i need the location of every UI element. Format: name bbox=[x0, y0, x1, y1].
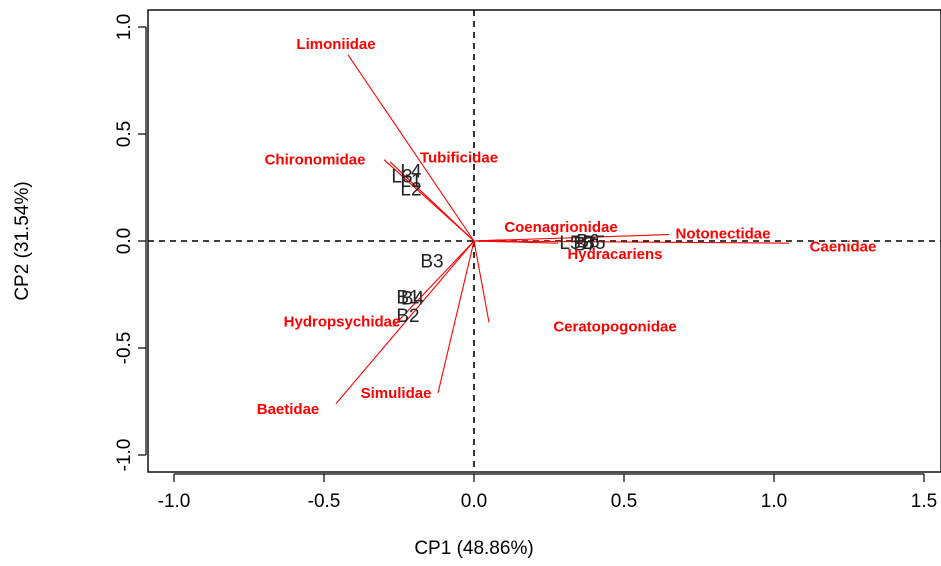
var-label-simulidae: Simulidae bbox=[361, 385, 432, 402]
y-tick-label: -1.0 bbox=[114, 439, 135, 472]
site-label-b3: B3 bbox=[420, 251, 443, 272]
site-label-b2: B2 bbox=[396, 306, 419, 327]
y-tick-label: 1.0 bbox=[114, 14, 135, 40]
y-tick-label: -0.5 bbox=[114, 332, 135, 365]
arrow-limoniidae bbox=[347, 54, 475, 242]
site-label-l1: L1 bbox=[400, 171, 421, 192]
site-label-l5: L5 bbox=[559, 233, 580, 254]
arrow-simulidae bbox=[437, 240, 475, 394]
site-label-l4: L4 bbox=[400, 161, 422, 182]
arrow-caenidae bbox=[473, 240, 790, 244]
var-label-baetidae: Baetidae bbox=[257, 401, 320, 418]
y-tick-label: 0.0 bbox=[114, 228, 135, 254]
x-tick-label: 0.0 bbox=[461, 491, 487, 512]
y-tick-label: 0.5 bbox=[114, 121, 135, 147]
var-label-hydropsychidae: Hydropsychidae bbox=[284, 313, 401, 330]
x-axis-title: CP1 (48.86%) bbox=[414, 538, 533, 559]
x-tick-label: -1.0 bbox=[158, 491, 191, 512]
variable-labels: Limoniidae Tubificidae Chironomidae Coenagr… bbox=[257, 36, 877, 418]
site-label-b5: B5 bbox=[582, 233, 605, 254]
var-label-notonectidae: Notonectidae bbox=[675, 226, 770, 243]
arrow-ceratopogonidae bbox=[473, 240, 490, 323]
x-axis: -1.0 -0.5 0.0 0.5 1.0 1.5 bbox=[158, 473, 937, 512]
x-tick-label: 0.5 bbox=[611, 491, 637, 512]
x-tick-label: 1.5 bbox=[911, 491, 937, 512]
arrow-hydropsychidae bbox=[392, 240, 475, 327]
variable-arrows bbox=[335, 54, 790, 404]
site-label-b6: B6 bbox=[576, 231, 599, 252]
arrow-chironomidae bbox=[383, 159, 475, 242]
arrow-baetidae bbox=[335, 240, 475, 404]
var-label-ceratopogonidae: Ceratopogonidae bbox=[553, 319, 676, 336]
var-label-limoniidae: Limoniidae bbox=[296, 36, 375, 53]
site-label-l3: L3 bbox=[391, 167, 412, 188]
var-label-caenidae: Caenidae bbox=[810, 238, 877, 255]
arrow-notonectidae bbox=[473, 234, 670, 242]
site-label-b7: B7 bbox=[573, 235, 596, 256]
y-axis: -1.0 -0.5 0.0 0.5 1.0 bbox=[114, 14, 147, 472]
site-label-l2: L2 bbox=[400, 180, 421, 201]
site-label-b4: B4 bbox=[401, 289, 425, 310]
var-label-chironomidae: Chironomidae bbox=[265, 152, 366, 169]
site-label-b1: B1 bbox=[396, 288, 419, 309]
arrow-hydracariens bbox=[473, 240, 559, 244]
var-label-hydracariens: Hydracariens bbox=[567, 246, 662, 263]
y-axis-title: CP2 (31.54%) bbox=[12, 181, 33, 300]
x-tick-label: 1.0 bbox=[761, 491, 787, 512]
var-label-tubificidae: Tubificidae bbox=[420, 150, 498, 167]
var-label-coenagrionidae: Coenagrionidae bbox=[504, 219, 617, 236]
x-tick-label: -0.5 bbox=[308, 491, 341, 512]
